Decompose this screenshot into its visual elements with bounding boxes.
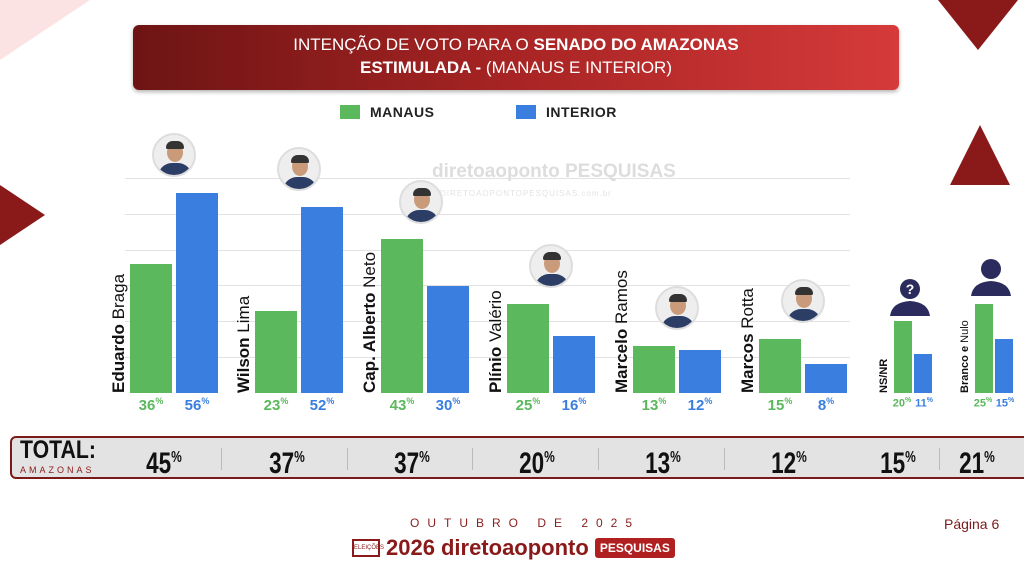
gridline <box>125 285 850 287</box>
candidate-name: NS/NR <box>878 358 890 393</box>
decor-triangle <box>0 0 90 60</box>
value-label: 15% <box>995 397 1015 410</box>
title-prefix: INTENÇÃO DE VOTO PARA O <box>293 35 534 54</box>
total-value: 13% <box>645 447 681 480</box>
value-label: 8% <box>817 396 835 414</box>
bar-interior <box>679 350 721 393</box>
footer-date: OUTUBRO DE 2025 <box>410 516 641 530</box>
total-value: 15% <box>880 447 916 480</box>
total-value: 12% <box>771 447 807 480</box>
candidate-photo <box>399 180 443 224</box>
bar-manaus <box>633 346 675 393</box>
total-divider <box>472 448 473 470</box>
gridline <box>125 249 850 251</box>
person-silhouette-icon <box>969 256 1013 296</box>
gridline <box>125 357 850 358</box>
ballot-box-icon: ELEIÇÕES <box>352 539 384 557</box>
legend-manaus: MANAUS <box>340 104 434 120</box>
bar-interior <box>995 339 1013 393</box>
footer-logo: ELEIÇÕES 2026 diretoaoponto PESQUISAS <box>352 535 675 561</box>
value-label: 15% <box>767 396 793 414</box>
gridline <box>125 178 850 179</box>
person-silhouette-icon: ? <box>888 276 932 317</box>
total-divider <box>347 448 348 470</box>
bar-manaus <box>130 264 172 393</box>
total-label: TOTAL: <box>20 436 96 464</box>
watermark-brand: diretoaoponto PESQUISAS <box>432 161 676 182</box>
candidate-name: Marcos Rotta <box>738 288 757 393</box>
total-value: 20% <box>519 447 555 480</box>
bar-interior <box>427 285 469 393</box>
bar-interior <box>176 192 218 393</box>
candidate-name: Cap. Alberto Neto <box>360 251 379 393</box>
bar-manaus <box>255 310 297 393</box>
candidate-name: Marcelo Ramos <box>612 270 631 393</box>
candidate-name: Branco e Nulo <box>959 320 971 393</box>
logo-tag: PESQUISAS <box>594 538 675 558</box>
value-label: 12% <box>687 396 713 414</box>
watermark-site: DIRETOAOPONTOPESQUISAS.com.br <box>440 189 612 198</box>
bar-manaus <box>975 303 993 393</box>
value-label: 52% <box>309 396 335 414</box>
decor-triangle <box>938 0 1018 50</box>
total-divider <box>598 448 599 470</box>
svg-text:?: ? <box>906 281 915 297</box>
bar-interior <box>553 335 595 393</box>
value-label: 20% <box>892 397 912 410</box>
candidate-photo <box>277 146 321 191</box>
gridline <box>125 321 850 323</box>
value-label: 30% <box>435 396 461 414</box>
bar-chart: 36% 56% Eduardo Braga 23% 52% Wilson Lima 43% 3… <box>109 132 1015 414</box>
title-bold: SENADO DO AMAZONAS <box>533 35 739 54</box>
total-divider <box>724 448 725 470</box>
candidate-name: Eduardo Braga <box>109 273 128 393</box>
candidate-photo <box>781 279 825 324</box>
legend-interior: INTERIOR <box>516 104 617 120</box>
subtitle-bold: ESTIMULADA - <box>360 58 486 77</box>
page-number: Página 6 <box>944 516 1000 532</box>
legend-swatch-interior <box>516 105 536 119</box>
legend-label: INTERIOR <box>546 104 617 120</box>
value-label: 36% <box>138 396 164 414</box>
bar-manaus <box>381 239 423 393</box>
value-label: 16% <box>561 396 587 414</box>
gridline <box>125 213 850 215</box>
total-divider <box>221 448 222 470</box>
bar-interior <box>805 364 847 393</box>
total-value: 37% <box>269 447 305 480</box>
candidate-photo <box>529 243 573 288</box>
subtitle-rest: (MANAUS E INTERIOR) <box>485 58 672 77</box>
candidate-name: Wilson Lima <box>234 295 253 393</box>
candidate-photo <box>152 132 196 177</box>
total-value: 37% <box>394 447 430 480</box>
bar-manaus <box>507 303 549 393</box>
logo-brand: diretoaoponto <box>440 535 589 560</box>
bar-interior <box>301 206 343 393</box>
logo-year: 2026 <box>386 535 435 560</box>
candidate-photo <box>655 286 699 331</box>
legend-label: MANAUS <box>370 104 435 120</box>
value-label: 56% <box>184 396 210 414</box>
value-label: 23% <box>263 396 289 414</box>
value-label: 13% <box>641 396 667 414</box>
value-label: 25% <box>973 397 993 410</box>
total-sublabel: AMAZONAS <box>20 465 95 475</box>
total-divider <box>939 448 940 470</box>
chart-title: INTENÇÃO DE VOTO PARA O SENADO DO AMAZON… <box>133 25 899 90</box>
bar-manaus <box>759 339 801 393</box>
value-label: 25% <box>515 396 541 414</box>
decor-triangle <box>950 125 1010 185</box>
bar-manaus <box>894 321 912 393</box>
total-value: 45% <box>146 447 182 480</box>
decor-triangle <box>0 185 45 245</box>
bar-interior <box>914 353 932 393</box>
total-value: 21% <box>959 447 995 480</box>
total-bar: TOTAL: AMAZONAS 45% 37% 37% 20% 13% 12% 15% 21% <box>10 436 1024 480</box>
candidate-name: Plínio Valério <box>486 290 505 393</box>
value-label: 43% <box>389 396 415 414</box>
legend-swatch-manaus <box>340 105 360 119</box>
value-label: 11% <box>915 397 933 410</box>
